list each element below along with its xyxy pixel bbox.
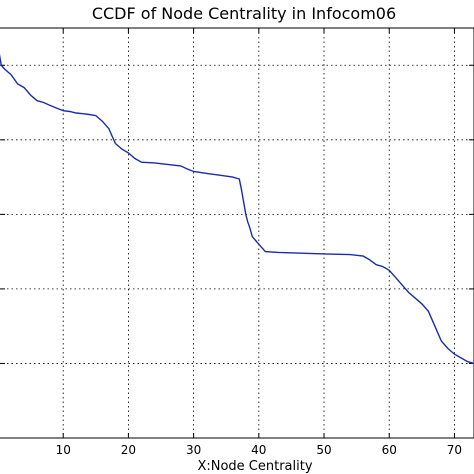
x-tick-label: 40 bbox=[251, 443, 266, 457]
x-tick-label: 10 bbox=[56, 443, 71, 457]
ccdf-series-line bbox=[0, 53, 474, 365]
x-axis-label: X:Node Centrality bbox=[197, 459, 312, 474]
x-tick-label: 70 bbox=[447, 443, 462, 457]
x-tick-label: 30 bbox=[186, 443, 201, 457]
grid-lines bbox=[0, 28, 474, 438]
x-tick-labels: 10 20 30 40 50 60 70 bbox=[56, 443, 463, 457]
x-tick-label: 20 bbox=[121, 443, 136, 457]
x-tick-label: 60 bbox=[382, 443, 397, 457]
x-tick-label: 50 bbox=[316, 443, 331, 457]
plot-frame bbox=[0, 27, 474, 439]
tick-marks bbox=[0, 28, 474, 438]
chart-title: CCDF of Node Centrality in Infocom06 bbox=[92, 4, 396, 23]
